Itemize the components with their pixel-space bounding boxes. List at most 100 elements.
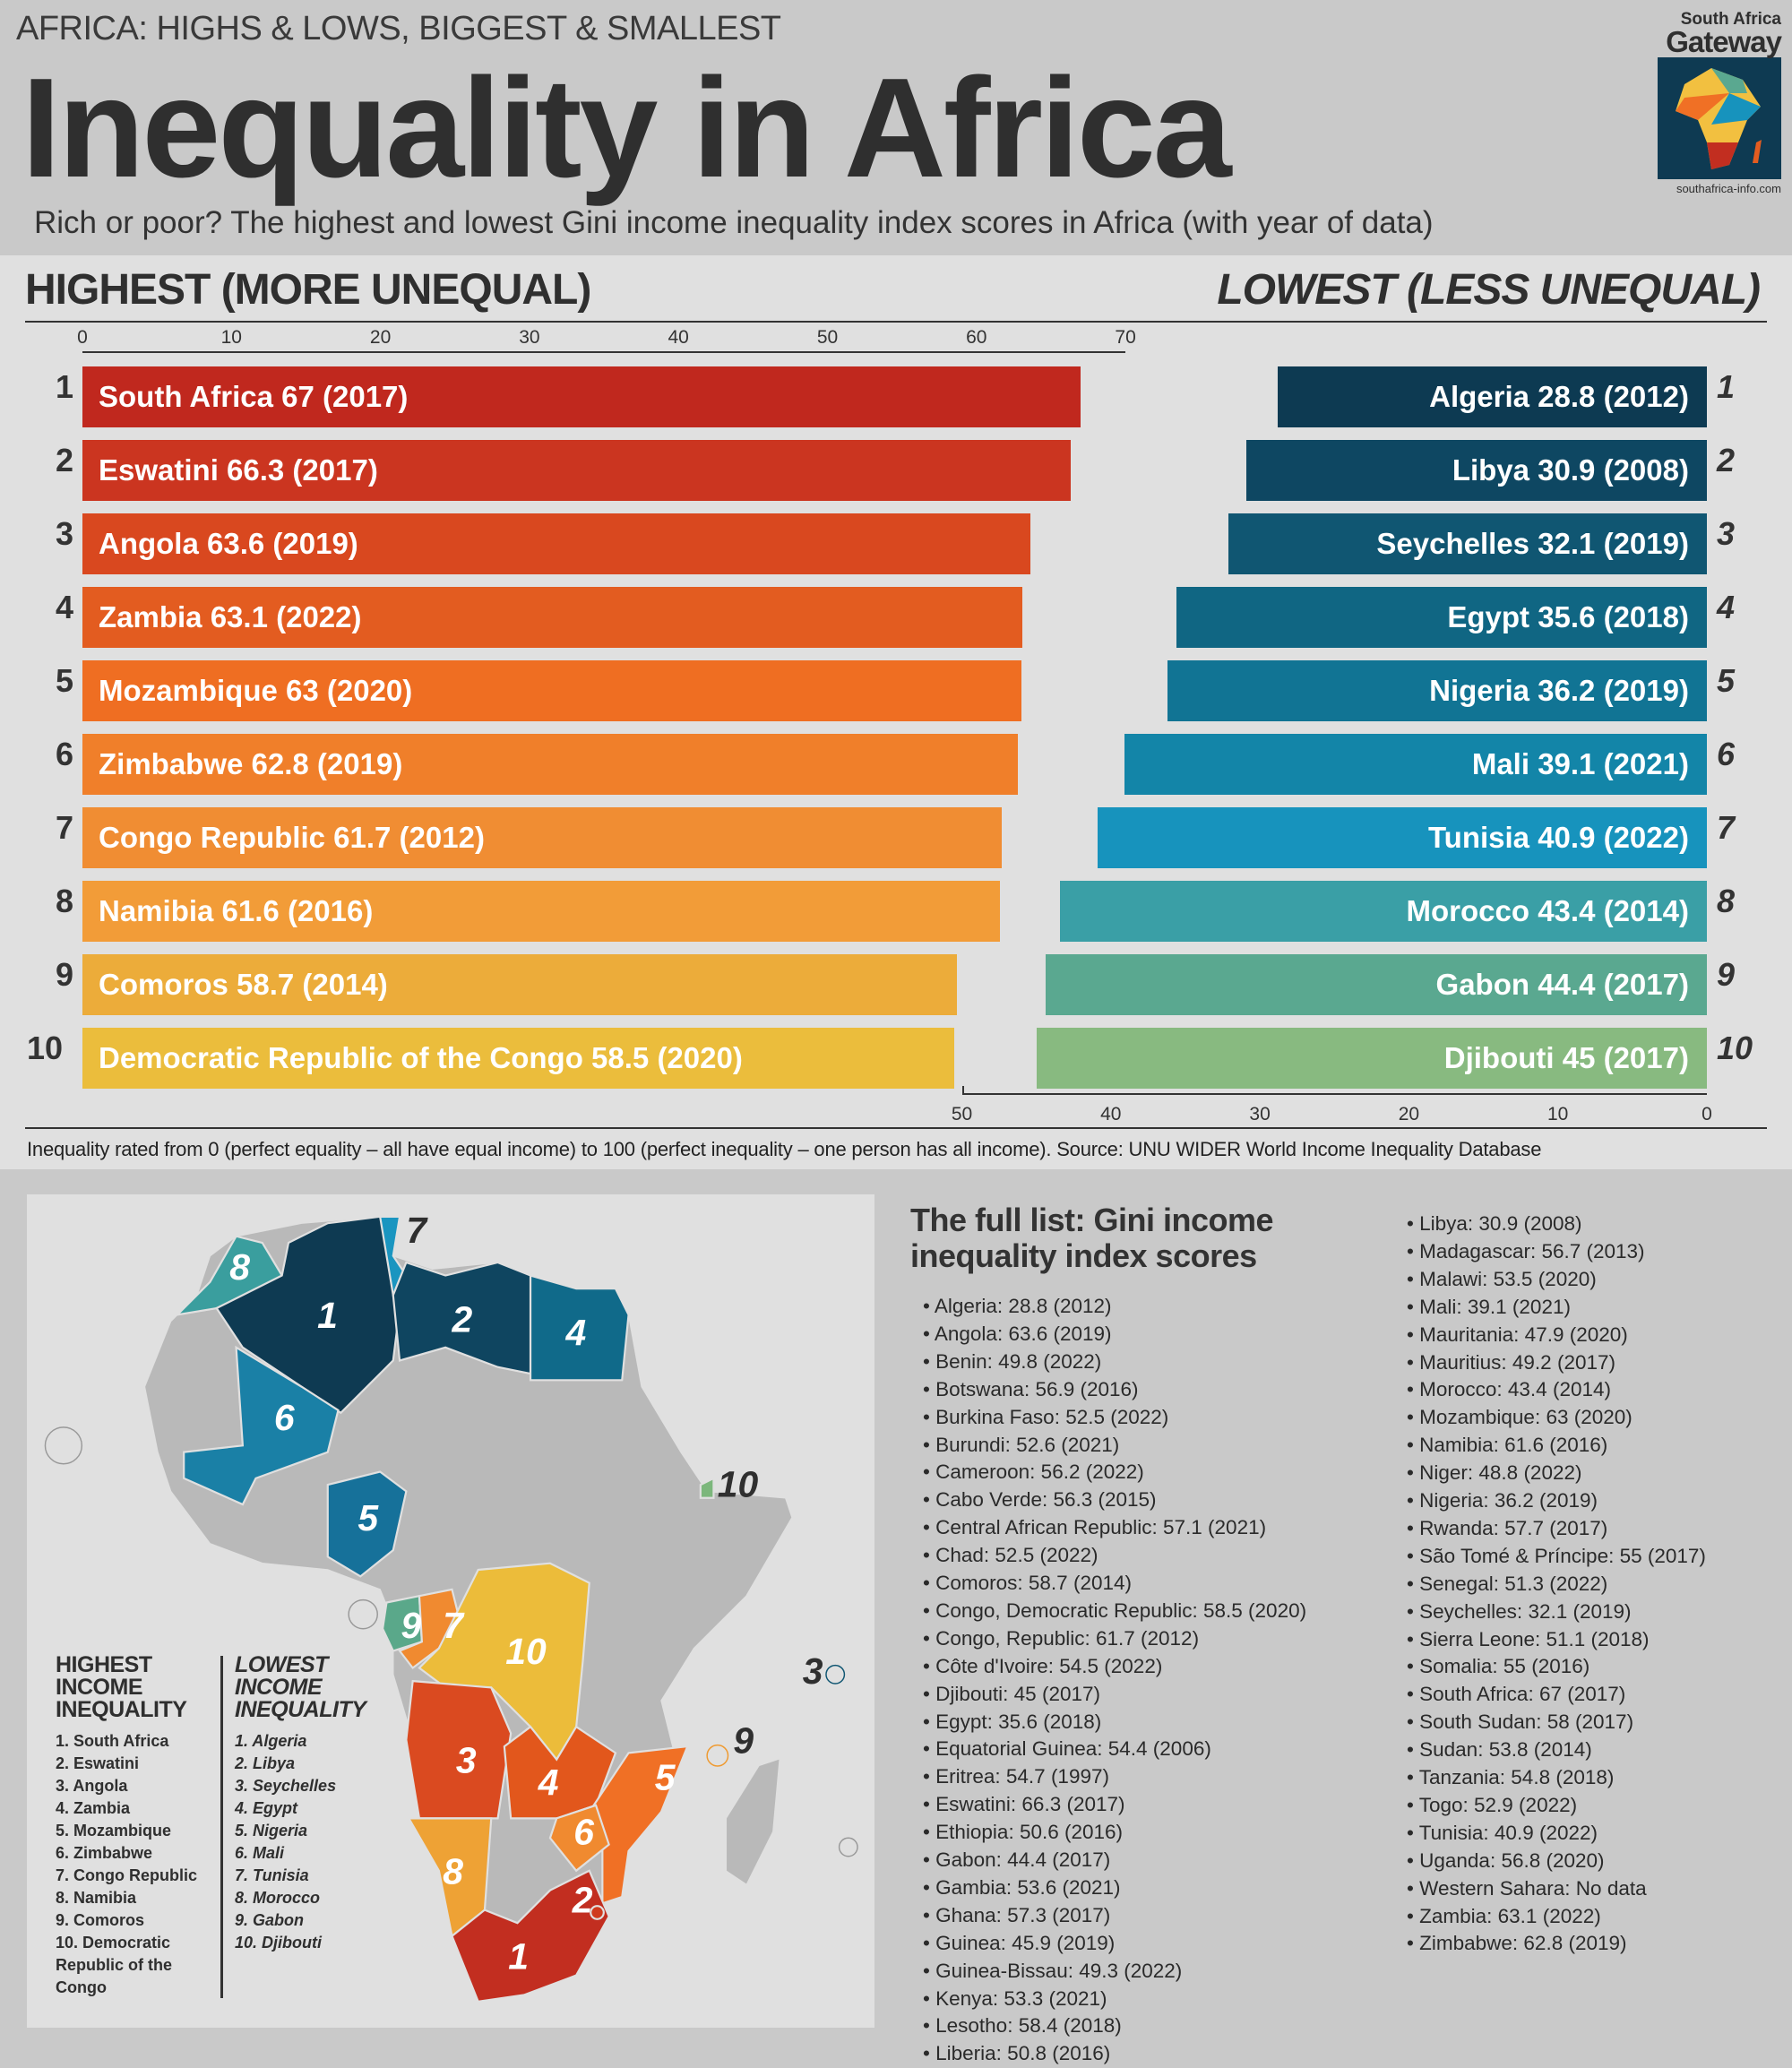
axis-tick-label: 40 [1100,1104,1122,1124]
bar: Congo Republic 61.7 (2012) [82,807,1003,868]
bar: Mozambique 63 (2020) [82,660,1021,721]
list-item: • Cabo Verde: 56.3 (2015) [923,1488,1157,1512]
island-sao-tome [348,1598,378,1630]
rank-label: 8 [56,883,74,919]
rank-label: 1 [56,368,74,405]
legend-item: 9. Comoros [56,1911,145,1929]
list-item: • Kenya: 53.3 (2021) [923,1986,1107,2010]
rank-label: 9 [1717,956,1736,993]
legend-item: 3. Seychelles [235,1777,337,1795]
map-label: 10 [718,1463,759,1504]
island-cabo-verde [44,1426,83,1465]
list-item: • Liberia: 50.8 (2016) [923,2042,1111,2065]
bar: Algeria 28.8 (2012) [1278,366,1707,427]
bar: Comoros 58.7 (2014) [82,954,958,1015]
list-item: • Mauritania: 47.9 (2020) [1407,1323,1628,1346]
axis-tick-label: 70 [1115,327,1136,348]
legend-item: 10. Democratic Republic of the Congo [56,1934,172,1996]
axis-tick-label: 20 [369,327,392,348]
list-item: • Somalia: 55 (2016) [1407,1655,1590,1678]
list-item: • Botswana: 56.9 (2016) [923,1377,1139,1400]
bar: Seychelles 32.1 (2019) [1228,513,1707,574]
legend-item: 8. Namibia [56,1889,137,1907]
list-item: • Chad: 52.5 (2022) [923,1544,1098,1567]
legend-item: 3. Angola [56,1777,128,1795]
list-item: • Sierra Leone: 51.1 (2018) [1407,1627,1650,1650]
list-item: • Côte d'Ivoire: 54.5 (2022) [923,1654,1163,1677]
map-label: 4 [564,1312,586,1353]
africa-map: 1 2 3 4 5 6 7 8 9 10 1 2 3 4 5 6 8 9 7 1… [44,1210,858,2003]
rank-label: 4 [1717,589,1736,625]
bar: Egypt 35.6 (2018) [1176,587,1707,648]
map-label: 10 [505,1631,547,1672]
legend-item: 6. Mali [235,1844,285,1862]
list-item: • South Africa: 67 (2017) [1407,1683,1626,1706]
lowest-heading: LOWEST (LESS UNEQUAL) [1217,266,1761,314]
list-item: • Madagascar: 56.7 (2013) [1407,1239,1645,1262]
map-label: 9 [401,1605,422,1646]
axis-tick-label: 50 [816,327,839,348]
logo-line1: South Africa [1680,10,1781,29]
list-item: • Cameroon: 56.2 (2022) [923,1461,1144,1484]
bar: Zambia 63.1 (2022) [82,587,1023,648]
map-label: 2 [572,1880,593,1921]
country-eswatini [590,1905,605,1920]
heading-rule [25,321,1767,323]
list-item: • Gabon: 44.4 (2017) [923,1848,1111,1871]
highest-heading: HIGHEST (MORE UNEQUAL) [25,266,591,314]
list-item: • Mauritius: 49.2 (2017) [1407,1350,1615,1374]
list-item: • Sudan: 53.8 (2014) [1407,1738,1592,1762]
map-label: 2 [451,1298,472,1340]
rank-label: 7 [56,809,74,846]
list-item: • Djibouti: 45 (2017) [923,1682,1100,1705]
legend-item: 4. Egypt [235,1799,298,1817]
rank-label: 5 [56,662,74,699]
list-item: • Malawi: 53.5 (2020) [1407,1267,1597,1290]
list-item: • Egypt: 35.6 (2018) [923,1710,1102,1733]
list-item: • Mozambique: 63 (2020) [1407,1406,1633,1429]
rank-label: 2 [56,442,74,478]
rank-label: 3 [1717,515,1736,552]
list-item: • Uganda: 56.8 (2020) [1407,1848,1605,1872]
map-label: 6 [274,1397,295,1438]
map-label: 8 [443,1850,463,1891]
list-item: • Tunisia: 40.9 (2022) [1407,1821,1598,1844]
country-gabon [381,1594,424,1652]
page-title: Inequality in Africa [22,49,1232,207]
legend-item: 6. Zimbabwe [56,1844,153,1862]
legend-title: HIGHEST INCOME INEQUALITY [56,1652,187,1722]
country-egypt [529,1274,630,1382]
legend-item: 2. Eswatini [56,1754,140,1772]
legend-item: 1. South Africa [56,1732,169,1750]
footnote-rule [25,1127,1767,1129]
bar: South Africa 67 (2017) [82,366,1081,427]
axis-tick-label: 20 [1398,1104,1420,1124]
map-label: 7 [406,1210,428,1251]
axis-tick-label: 50 [951,1104,973,1124]
legend-item: 4. Zambia [56,1799,131,1817]
list-item: • Ethiopia: 50.6 (2016) [923,1821,1124,1844]
subtitle: Rich or poor? The highest and lowest Gin… [34,205,1434,240]
list-item: • Tanzania: 54.8 (2018) [1407,1766,1615,1788]
map-label: 8 [229,1246,250,1288]
footnote: Inequality rated from 0 (perfect equalit… [27,1138,1542,1160]
legend-item: 7. Congo Republic [56,1866,198,1884]
map-label: 9 [733,1719,754,1761]
list-item: • São Tomé & Príncipe: 55 (2017) [1407,1544,1706,1567]
legend-title: LOWEST INCOME INEQUALITY [235,1652,366,1722]
list-item: • Benin: 49.8 (2022) [923,1349,1102,1373]
axis-tick-label: 30 [519,327,540,348]
map-label: 4 [538,1762,559,1803]
logo: South Africa Gateway southafrica-info.co… [1647,10,1782,195]
legend-item: 7. Tunisia [235,1866,309,1884]
full-list-title: The full list: Gini income inequality in… [910,1202,1274,1274]
list-item: • Libya: 30.9 (2008) [1407,1212,1582,1235]
bar: Gabon 44.4 (2017) [1045,954,1707,1015]
bar: Morocco 43.4 (2014) [1060,881,1707,942]
logo-line2: Gateway [1666,25,1782,58]
axis-tick-label: 10 [220,327,242,348]
list-item: • Seychelles: 32.1 (2019) [1407,1599,1632,1623]
axis-line [82,351,1126,353]
list-item: • Gambia: 53.6 (2021) [923,1875,1121,1899]
list-item: • Algeria: 28.8 (2012) [923,1295,1112,1317]
